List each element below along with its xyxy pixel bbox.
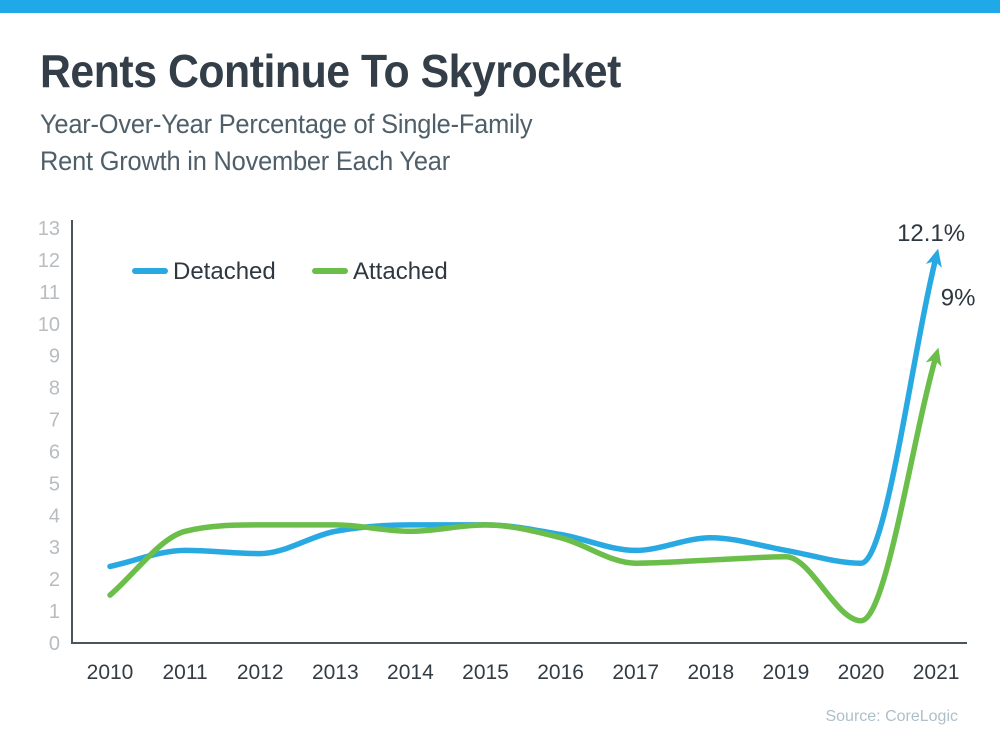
x-tick-label: 2010: [87, 661, 134, 684]
y-tick-label: 0: [49, 633, 60, 655]
x-tick-label: 2017: [612, 661, 659, 684]
y-tick-label: 2: [49, 569, 60, 591]
x-tick-label: 2011: [163, 661, 208, 684]
annotation-attached: 9%: [941, 285, 976, 312]
y-tick-label: 7: [49, 410, 60, 432]
source-attribution: Source: CoreLogic: [825, 708, 958, 725]
series-line-attached: [107, 347, 942, 624]
x-tick-label: 2015: [462, 661, 509, 684]
chart-subtitle: Year-Over-Year Percentage of Single-Fami…: [40, 106, 533, 180]
y-tick-label: 4: [49, 505, 60, 527]
page-title: Rents Continue To Skyrocket: [40, 45, 621, 97]
y-tick-label: 1: [49, 601, 60, 623]
legend-label-detached: Detached: [173, 258, 276, 285]
y-tick-label: 3: [49, 537, 60, 559]
x-tick-label: 2014: [387, 661, 434, 684]
x-tick-label: 2013: [312, 661, 359, 684]
annotation-detached: 12.1%: [897, 220, 965, 247]
y-tick-label: 5: [49, 473, 60, 495]
series-line-detached: [107, 248, 942, 570]
x-tick-label: 2021: [913, 661, 960, 684]
top-accent-bar: [0, 0, 1000, 13]
chart-subtitle-line1: Year-Over-Year Percentage of Single-Fami…: [40, 109, 533, 139]
legend-label-attached: Attached: [353, 258, 448, 285]
x-tick-label: 2016: [537, 661, 584, 684]
y-tick-label: 13: [38, 218, 60, 240]
y-tick-label: 10: [38, 314, 60, 336]
x-tick-label: 2020: [838, 661, 885, 684]
x-tick-label: 2018: [687, 661, 734, 684]
y-tick-label: 12: [38, 250, 60, 272]
y-tick-label: 6: [49, 441, 60, 463]
y-tick-label: 8: [49, 378, 60, 400]
y-tick-label: 9: [49, 346, 60, 368]
y-tick-label: 11: [39, 282, 60, 304]
chart-axes: [71, 220, 967, 644]
chart-subtitle-line2: Rent Growth in November Each Year: [40, 146, 450, 176]
x-tick-label: 2019: [763, 661, 810, 684]
x-tick-label: 2012: [237, 661, 284, 684]
